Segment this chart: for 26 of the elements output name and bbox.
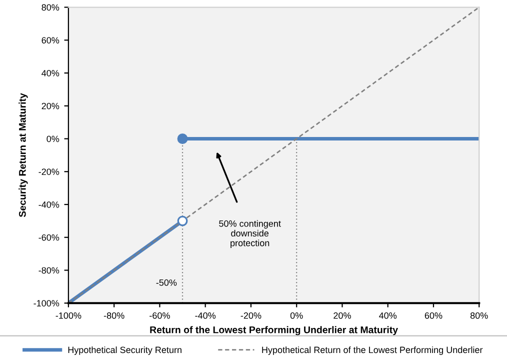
y-axis-title: Security Return at Maturity <box>18 93 28 218</box>
y-tick-label: -80% <box>38 267 60 274</box>
legend-label: Hypothetical Return of the Lowest Performing Underlier <box>262 346 483 355</box>
annotation: -50% <box>156 279 177 286</box>
y-tick-label: -40% <box>38 201 60 208</box>
y-tick-label: 80% <box>42 4 60 11</box>
x-tick-label: 0% <box>290 312 303 319</box>
y-tick-label: -100% <box>34 300 60 306</box>
legend-label: Hypothetical Security Return <box>68 346 182 355</box>
x-tick-label: 40% <box>379 312 397 319</box>
x-tick-label: -40% <box>195 312 216 319</box>
y-tick-label: 40% <box>42 70 60 76</box>
x-tick-label: -100% <box>56 312 82 319</box>
annotation: 50% contingent downside protection <box>219 220 281 248</box>
y-tick-label: 60% <box>42 37 60 44</box>
x-tick-label: -80% <box>104 312 124 319</box>
y-tick-label: -60% <box>38 234 60 241</box>
x-axis-title: Return of the Lowest Performing Underlier at Maturity <box>150 326 398 336</box>
y-tick-label: 20% <box>42 102 60 110</box>
x-tick-label: 60% <box>424 312 442 319</box>
y-tick-label: 0% <box>46 136 60 142</box>
x-tick-label: 80% <box>470 312 488 319</box>
x-tick-label: -60% <box>150 312 170 319</box>
y-tick-label: -20% <box>38 168 60 175</box>
x-tick-label: -20% <box>240 312 262 319</box>
x-tick-label: 20% <box>334 312 351 319</box>
